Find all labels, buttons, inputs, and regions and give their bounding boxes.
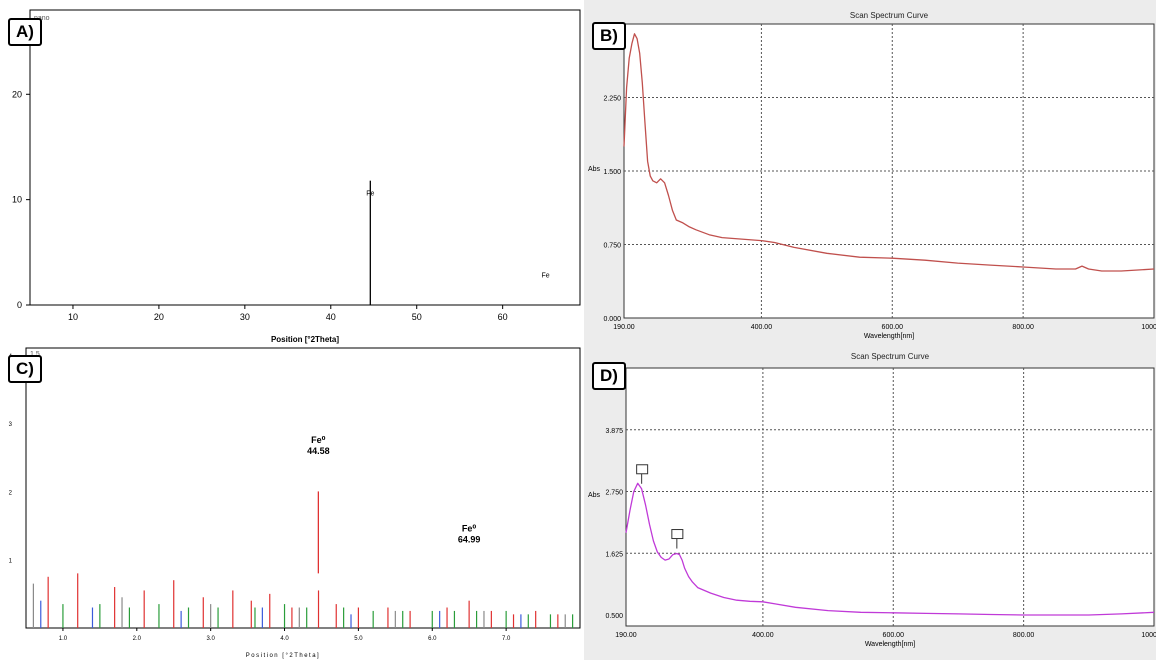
series-line-b	[623, 33, 1155, 272]
x-tick-label-c: 7.0	[502, 636, 511, 642]
y-tick-label-c: 3	[9, 422, 13, 428]
x-tick-label-b: 800.00	[1012, 324, 1034, 331]
y-tick-label-d: 1.625	[605, 551, 623, 558]
annotation-a: Fe	[542, 273, 550, 280]
y-tick-label-a: 10	[12, 195, 22, 205]
x-tick-label-c: 2.0	[133, 636, 142, 642]
x-tick-label-b: 190.00	[613, 324, 635, 331]
y-tick-label-c: 2	[9, 490, 13, 496]
x-tick-label-d: 1000.00	[1141, 632, 1156, 639]
annotation-label-c: Fe⁰	[462, 524, 477, 534]
y-tick-label-b: 1.500	[603, 169, 621, 176]
x-tick-label-a: 40	[326, 312, 336, 322]
chart-title-d: Scan Spectrum Curve	[851, 352, 930, 361]
x-tick-label-d: 800.00	[1013, 632, 1035, 639]
panel-label-d: D)	[592, 362, 626, 390]
peak-marker-box	[671, 529, 684, 540]
x-tick-label-c: 1.0	[59, 636, 68, 642]
x-tick-label-d: 400.00	[752, 632, 774, 639]
y-tick-label-b: 2.250	[603, 96, 621, 103]
chart-c-plot: 1.51.02.03.04.05.06.07.01234Fe⁰44.58Fe⁰6…	[0, 345, 581, 659]
x-tick-label-c: 6.0	[428, 636, 437, 642]
x-tick-label-a: 60	[498, 312, 508, 322]
x-tick-label-a: 10	[68, 312, 78, 322]
y-tick-label-a: 20	[12, 89, 22, 99]
panel-c-xrd: 1.51.02.03.04.05.06.07.01234Fe⁰44.58Fe⁰6…	[0, 345, 584, 660]
chart-a-plot: nano 10 20 30 40 50 60 0 10 20 Fe Fe Position [°2The…	[0, 0, 581, 344]
x-tick-label-c: 4.0	[280, 636, 289, 642]
panel-label-b: B)	[592, 22, 626, 50]
corner-text-a: nano	[34, 15, 50, 22]
y-axis-label-b: Abs	[588, 166, 601, 173]
panel-b-uvvis: Scan Spectrum Curve 190.00 400.00 600.00 800…	[584, 0, 1156, 340]
x-tick-label-b: 1000.00	[1141, 324, 1156, 331]
x-tick-label-d: 600.00	[883, 632, 905, 639]
plot-area-d	[625, 367, 1155, 627]
y-tick-label-b: 0.750	[603, 243, 621, 250]
x-tick-label-b: 600.00	[882, 324, 904, 331]
corner-text-c: 1.5	[30, 351, 40, 358]
panel-label-a: A)	[8, 18, 42, 46]
x-tick-label-d: 190.00	[615, 632, 637, 639]
y-tick-label-d: 2.750	[605, 490, 623, 497]
x-tick-label-a: 20	[154, 312, 164, 322]
annotation-value-c: 64.99	[458, 535, 481, 545]
x-axis-label-c: Position [°2Theta]	[246, 653, 320, 659]
panel-label-c: C)	[8, 355, 42, 383]
chart-d-plot: Scan Spectrum Curve 190.00 400.00 600.00 800…	[584, 340, 1156, 660]
x-axis-label-a: Position [°2Theta]	[271, 335, 339, 344]
series-line-d	[625, 482, 1155, 616]
x-axis-label-d: Wavelength[nm]	[865, 641, 915, 648]
x-tick-label-a: 30	[240, 312, 250, 322]
x-tick-label-a: 50	[412, 312, 422, 322]
y-tick-label-b: 0.000	[603, 316, 621, 323]
y-tick-label-d: 0.500	[605, 613, 623, 620]
panel-d-uvvis: Scan Spectrum Curve 190.00 400.00 600.00 800…	[584, 340, 1156, 660]
x-tick-label-c: 3.0	[206, 636, 215, 642]
y-tick-label-a: 0	[17, 300, 22, 310]
annotation-a: Fe	[366, 190, 374, 197]
x-axis-label-b: Wavelength[nm]	[864, 333, 914, 340]
y-tick-label-d: 3.875	[605, 428, 623, 435]
x-tick-label-b: 400.00	[751, 324, 773, 331]
y-tick-label-c: 1	[9, 559, 13, 565]
y-axis-label-d: Abs	[588, 492, 601, 499]
peak-marker-box	[636, 464, 649, 475]
chart-title-b: Scan Spectrum Curve	[850, 11, 929, 20]
annotation-label-c: Fe⁰	[311, 435, 326, 445]
chart-b-plot: Scan Spectrum Curve 190.00 400.00 600.00 800…	[584, 0, 1156, 340]
plot-area-c	[25, 347, 581, 629]
panel-a-xrd: nano 10 20 30 40 50 60 0 10 20 Fe Fe Position [°2The…	[0, 0, 584, 345]
x-tick-label-c: 5.0	[354, 636, 363, 642]
annotation-value-c: 44.58	[307, 446, 330, 456]
plot-area-a	[29, 9, 581, 306]
